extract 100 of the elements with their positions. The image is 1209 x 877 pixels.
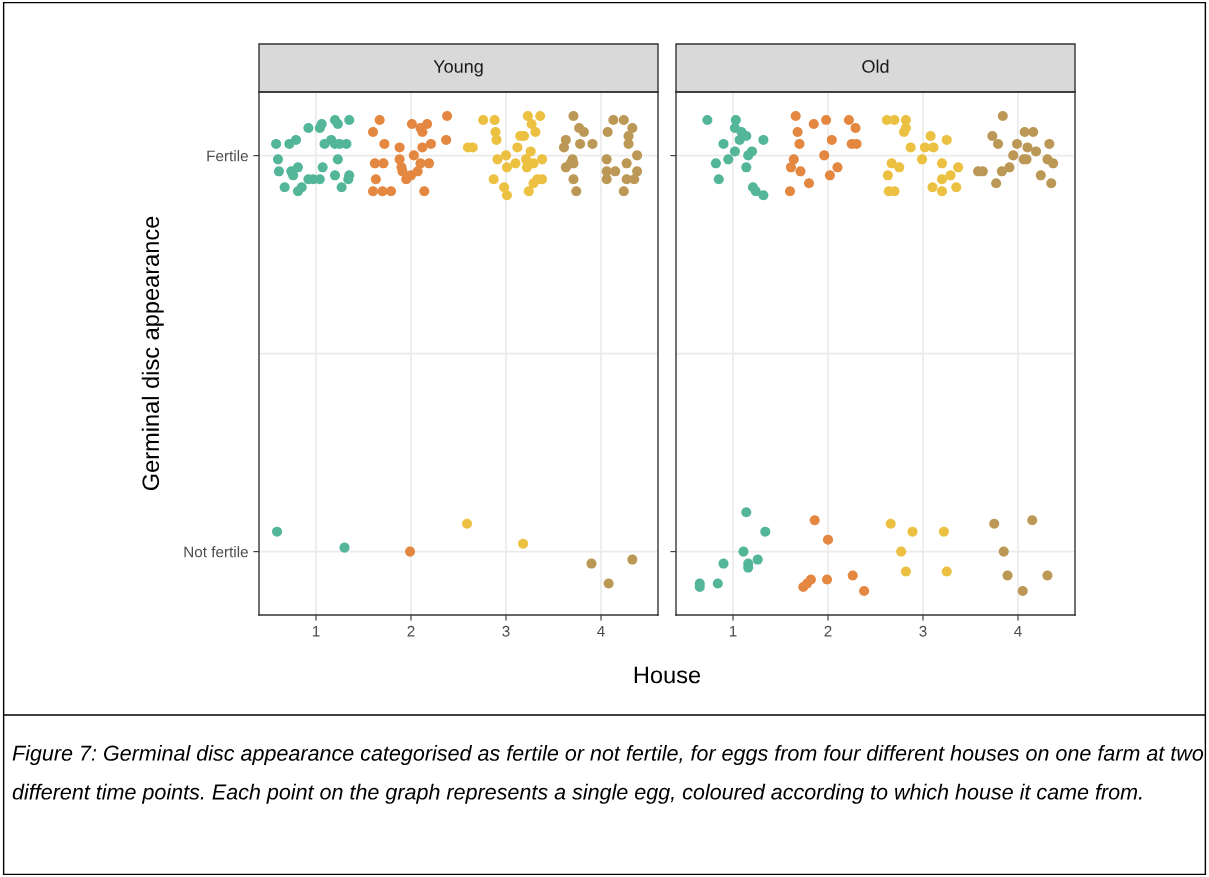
point: [993, 138, 1004, 149]
point: [339, 542, 350, 553]
text: Fertile: [207, 150, 248, 162]
point: [518, 538, 529, 549]
x-tick-label: 2: [824, 625, 832, 637]
point: [422, 118, 433, 129]
point: [296, 182, 307, 193]
point: [521, 162, 532, 173]
point: [378, 158, 389, 169]
point: [885, 518, 896, 529]
point: [713, 174, 724, 185]
point: [809, 515, 820, 526]
point: [571, 186, 582, 197]
point: [272, 154, 284, 165]
point: [462, 518, 473, 529]
point: [528, 178, 539, 189]
point: [386, 186, 397, 197]
point: [610, 166, 621, 177]
point: [702, 114, 713, 125]
point: [752, 554, 763, 565]
point: [510, 158, 521, 169]
point: [408, 150, 419, 161]
point: [568, 174, 579, 185]
point: [370, 174, 381, 185]
point: [560, 162, 571, 173]
point: [442, 110, 453, 121]
point: [499, 182, 510, 193]
point: [491, 134, 502, 145]
point: [374, 114, 385, 125]
point: [601, 154, 612, 165]
point: [790, 110, 801, 121]
point: [379, 138, 390, 149]
point: [332, 154, 343, 165]
point: [991, 178, 1002, 189]
point: [936, 174, 948, 185]
point: [989, 518, 1000, 529]
point: [488, 174, 499, 185]
point: [998, 546, 1009, 557]
point: [575, 138, 586, 149]
point: [925, 130, 936, 141]
point: [367, 186, 379, 197]
point: [741, 162, 752, 173]
point: [795, 166, 806, 177]
point: [412, 166, 423, 177]
point: [425, 138, 436, 149]
point: [603, 578, 614, 589]
y-axis-title: Germinal disc appearance: [141, 216, 164, 491]
point: [712, 578, 723, 589]
point: [1028, 126, 1039, 137]
point: [803, 178, 815, 189]
point: [441, 134, 452, 145]
point: [1027, 515, 1038, 526]
point: [586, 558, 597, 569]
point: [805, 574, 816, 585]
point: [618, 114, 629, 125]
point: [718, 138, 729, 149]
point: [627, 122, 638, 133]
point: [953, 162, 964, 173]
point: [907, 526, 918, 537]
x-tick-label: 1: [729, 625, 737, 637]
point: [329, 170, 341, 181]
point: [632, 150, 643, 161]
point: [627, 554, 638, 565]
point: [987, 130, 998, 141]
x-axis-title: House: [634, 666, 701, 684]
point: [1012, 138, 1023, 149]
point: [882, 170, 893, 181]
point: [741, 507, 752, 518]
point: [478, 114, 489, 125]
point: [792, 126, 803, 137]
point: [394, 142, 405, 153]
point: [997, 110, 1008, 121]
point: [900, 566, 911, 577]
point: [526, 118, 537, 129]
point: [889, 114, 900, 125]
point: [602, 126, 613, 137]
x-tick-label: 3: [502, 625, 510, 637]
point: [951, 182, 962, 193]
point: [996, 166, 1007, 177]
point: [794, 138, 805, 149]
point: [317, 162, 328, 173]
point: [316, 118, 327, 129]
x-tick-label: 2: [407, 625, 415, 637]
point: [271, 138, 282, 149]
x-tick-label: 4: [597, 625, 605, 637]
point: [945, 170, 956, 181]
chart-title: Old: [862, 59, 889, 73]
point: [826, 134, 837, 145]
point: [822, 574, 833, 585]
point: [1008, 150, 1019, 161]
point: [938, 526, 949, 537]
point: [279, 182, 290, 193]
point: [808, 118, 819, 129]
point: [292, 162, 303, 173]
point: [291, 134, 302, 145]
point: [621, 158, 632, 169]
point: [273, 166, 284, 177]
point: [1035, 170, 1046, 181]
point: [822, 534, 834, 545]
point: [941, 134, 952, 145]
